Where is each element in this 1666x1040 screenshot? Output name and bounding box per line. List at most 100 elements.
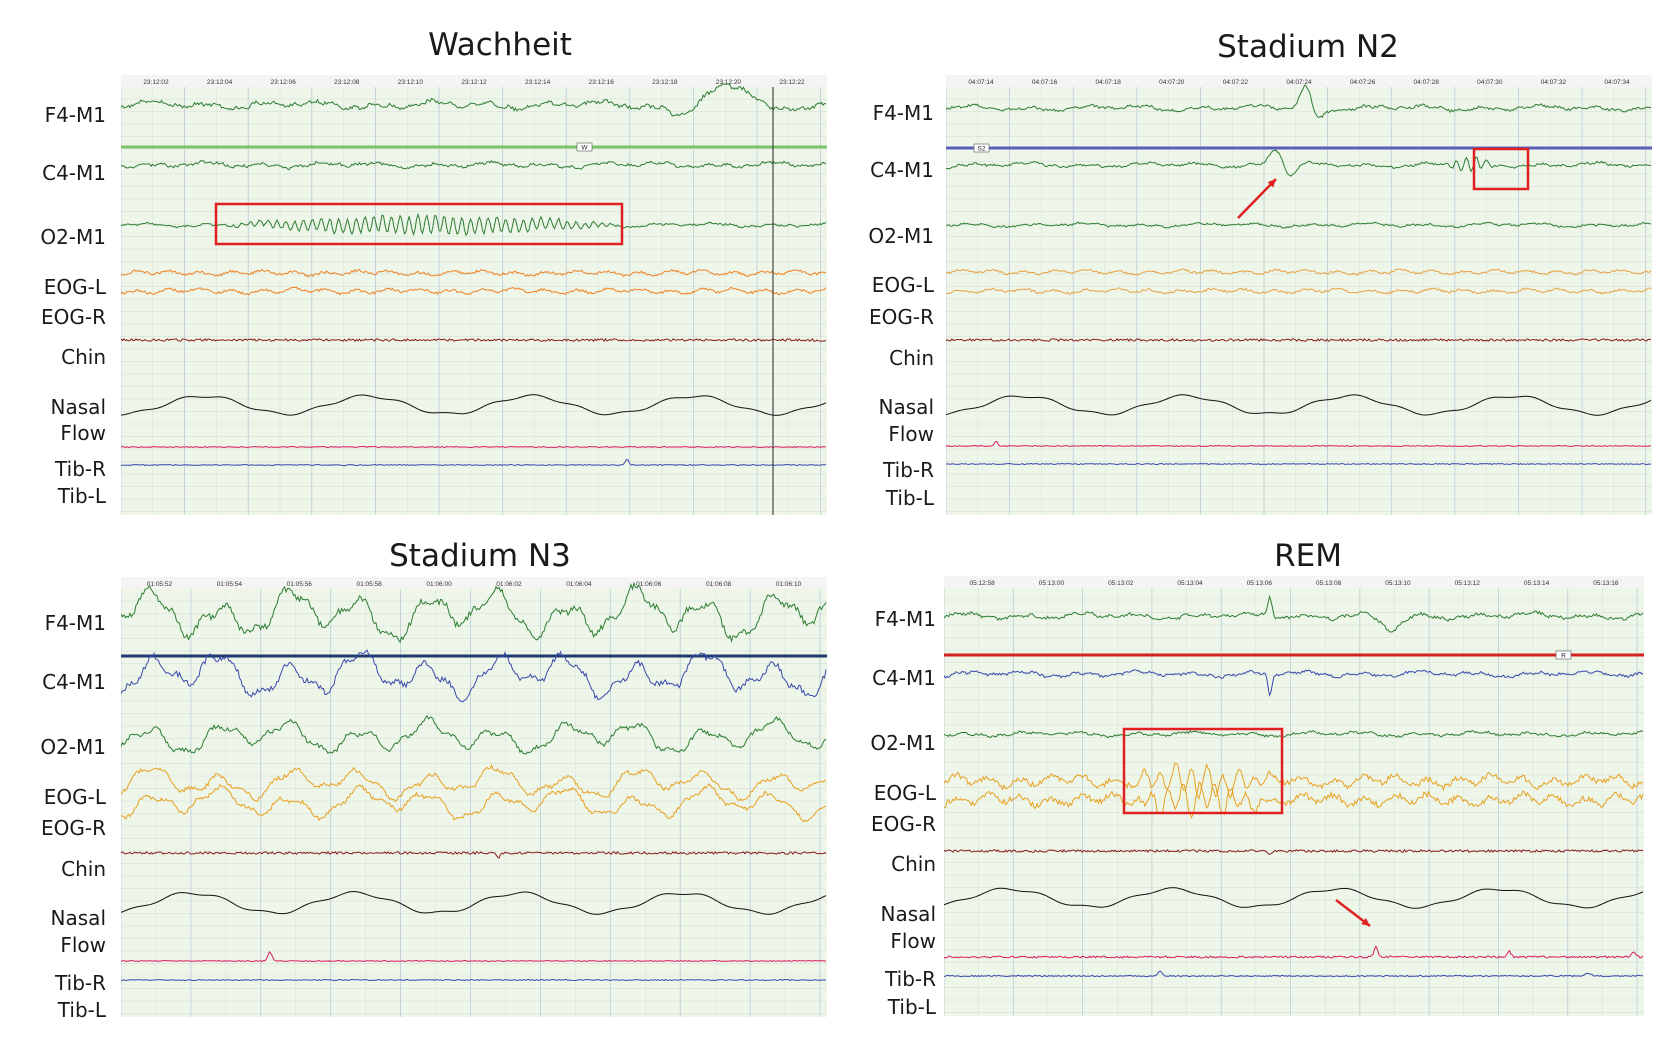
trace-eog-r bbox=[944, 781, 1644, 820]
label-chin: Chin bbox=[889, 346, 934, 370]
trace-f4-m1 bbox=[946, 84, 1652, 118]
label-eog-r: EOG-R bbox=[869, 305, 934, 329]
trace-chin bbox=[946, 337, 1652, 343]
label-tib-r: Tib-R bbox=[55, 457, 106, 481]
time-tick-label: 04:07:24 bbox=[1286, 79, 1312, 86]
label-o2-m1: O2-M1 bbox=[40, 225, 106, 249]
time-axis-strip bbox=[946, 75, 1652, 87]
trace-eog-r bbox=[121, 286, 827, 296]
panel-title: Wachheit bbox=[428, 27, 572, 63]
time-tick-label: 05:13:16 bbox=[1593, 580, 1619, 587]
trace-tib-r bbox=[946, 441, 1652, 448]
label-c4-m1: C4-M1 bbox=[42, 161, 106, 185]
label-tib-l: Tib-L bbox=[887, 995, 936, 1019]
time-tick-label: 04:07:14 bbox=[968, 79, 994, 86]
panel-title: Stadium N3 bbox=[389, 538, 571, 574]
trace-nasal-flow bbox=[946, 394, 1652, 416]
label-tib-r: Tib-R bbox=[885, 967, 936, 991]
trace-tib-r bbox=[121, 951, 827, 963]
highlight-box bbox=[1122, 727, 1284, 815]
label-flow: Flow bbox=[60, 933, 106, 957]
time-tick-label: 23:12:20 bbox=[716, 79, 742, 86]
label-flow: Flow bbox=[60, 421, 106, 445]
trace-eog-r bbox=[121, 783, 827, 823]
time-tick-label: 01:06:06 bbox=[636, 581, 662, 588]
label-eog-r: EOG-R bbox=[41, 816, 106, 840]
time-tick-label: 23:12:18 bbox=[652, 79, 678, 86]
label-tib-r: Tib-R bbox=[55, 971, 106, 995]
label-o2-m1: O2-M1 bbox=[868, 224, 934, 248]
trace-c4-m1 bbox=[121, 160, 827, 171]
label-nasal: Nasal bbox=[50, 906, 106, 930]
label-c4-m1: C4-M1 bbox=[870, 158, 934, 182]
time-tick-label: 05:12:58 bbox=[969, 580, 995, 587]
time-axis-strip bbox=[121, 577, 827, 589]
label-tib-l: Tib-L bbox=[57, 484, 106, 508]
time-tick-label: 23:12:04 bbox=[207, 79, 233, 86]
stage-marker-box bbox=[973, 143, 990, 153]
trace-o2-m1 bbox=[944, 730, 1644, 739]
time-tick-label: 23:12:16 bbox=[589, 79, 615, 86]
time-tick-label: 04:07:34 bbox=[1604, 79, 1630, 86]
time-tick-label: 04:07:26 bbox=[1350, 79, 1376, 86]
time-tick-label: 23:12:08 bbox=[334, 79, 360, 86]
time-tick-label: 04:07:32 bbox=[1541, 79, 1567, 86]
time-tick-label: 23:12:12 bbox=[461, 79, 487, 86]
time-tick-label: 01:06:00 bbox=[426, 581, 452, 588]
eeg-plot-stadium-n2: 04:07:14 04:07:16 04:07:18 04:07:20 04:07:22… bbox=[946, 75, 1652, 515]
time-tick-label: 23:12:14 bbox=[525, 79, 551, 86]
trace-nasal-flow bbox=[121, 394, 827, 416]
trace-eog-l bbox=[946, 268, 1652, 276]
label-f4-m1: F4-M1 bbox=[44, 611, 106, 635]
trace-o2-m1 bbox=[121, 212, 827, 237]
label-nasal: Nasal bbox=[878, 395, 934, 419]
trace-eog-r bbox=[946, 287, 1652, 295]
trace-eog-l bbox=[121, 268, 827, 278]
stage-marker-box bbox=[1555, 650, 1572, 660]
plot-background bbox=[121, 577, 827, 1017]
label-flow: Flow bbox=[890, 929, 936, 953]
time-tick-label: 04:07:30 bbox=[1477, 79, 1503, 86]
time-tick-label: 23:12:02 bbox=[143, 79, 169, 86]
label-flow: Flow bbox=[888, 422, 934, 446]
time-tick-label: 23:12:10 bbox=[398, 79, 424, 86]
time-tick-label: 05:13:06 bbox=[1247, 580, 1273, 587]
time-tick-label: 05:13:14 bbox=[1524, 580, 1550, 587]
eeg-plot-rem: 05:12:58 05:13:00 05:13:02 05:13:04 05:13:06… bbox=[944, 576, 1644, 1016]
trace-chin bbox=[944, 848, 1644, 855]
label-eog-l: EOG-L bbox=[43, 785, 106, 809]
label-chin: Chin bbox=[61, 345, 106, 369]
label-tib-l: Tib-L bbox=[885, 486, 934, 510]
annotation-arrowhead bbox=[1267, 179, 1276, 188]
trace-tib-l bbox=[946, 462, 1652, 466]
time-tick-label: 05:13:00 bbox=[1039, 580, 1065, 587]
time-axis-strip bbox=[944, 576, 1644, 588]
label-o2-m1: O2-M1 bbox=[870, 731, 936, 755]
stage-marker-label: R bbox=[1561, 653, 1566, 660]
time-tick-label: 01:06:08 bbox=[706, 581, 732, 588]
time-tick-label: 04:07:18 bbox=[1096, 79, 1122, 86]
time-tick-label: 01:06:04 bbox=[566, 581, 592, 588]
trace-tib-r bbox=[121, 445, 827, 449]
label-eog-l: EOG-L bbox=[871, 273, 934, 297]
label-tib-l: Tib-L bbox=[57, 998, 106, 1022]
label-chin: Chin bbox=[61, 857, 106, 881]
label-c4-m1: C4-M1 bbox=[872, 666, 936, 690]
time-tick-label: 23:12:06 bbox=[271, 79, 297, 86]
stage-marker-label: S2 bbox=[978, 146, 986, 153]
label-o2-m1: O2-M1 bbox=[40, 735, 106, 759]
trace-c4-m1 bbox=[944, 669, 1644, 697]
trace-f4-m1 bbox=[121, 581, 827, 644]
label-c4-m1: C4-M1 bbox=[42, 670, 106, 694]
label-f4-m1: F4-M1 bbox=[874, 607, 936, 631]
time-tick-label: 01:06:02 bbox=[496, 581, 522, 588]
time-tick-label: 05:13:10 bbox=[1385, 580, 1411, 587]
label-f4-m1: F4-M1 bbox=[872, 101, 934, 125]
trace-f4-m1 bbox=[944, 594, 1644, 633]
trace-tib-l bbox=[121, 458, 827, 467]
time-tick-label: 01:06:10 bbox=[776, 581, 802, 588]
trace-c4-m1 bbox=[946, 149, 1652, 177]
panel-title: Stadium N2 bbox=[1217, 29, 1399, 65]
label-eog-l: EOG-L bbox=[43, 275, 106, 299]
eeg-plot-wachheit: 23:12:02 23:12:04 23:12:06 23:12:08 23:12:10… bbox=[121, 75, 827, 515]
